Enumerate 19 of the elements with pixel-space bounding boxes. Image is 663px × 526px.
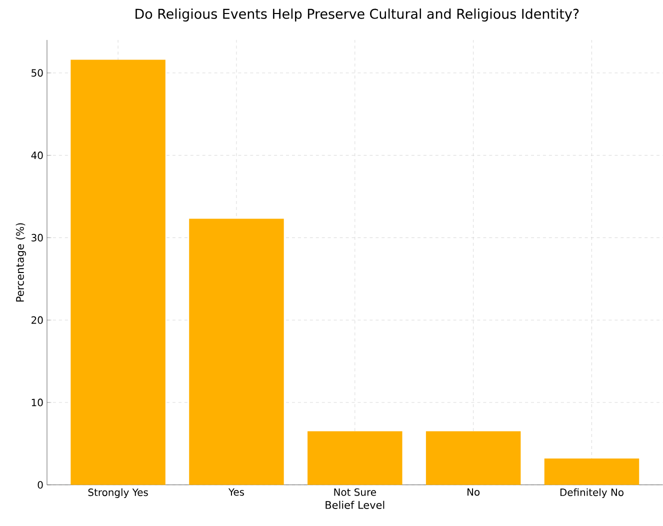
bar bbox=[544, 458, 640, 485]
y-tick-label: 50 bbox=[32, 69, 43, 77]
x-tick-label: Strongly Yes bbox=[88, 488, 148, 498]
x-tick-label: No bbox=[468, 488, 480, 496]
y-tick-label: 30 bbox=[32, 234, 43, 242]
bar bbox=[308, 431, 402, 485]
chart-title: Do Religious Events Help Preserve Cultural and Religious Identity? bbox=[136, 8, 579, 22]
x-tick-label: Yes bbox=[228, 488, 244, 496]
x-tick-label: Not Sure bbox=[334, 488, 376, 496]
y-tick-label: 0 bbox=[38, 481, 43, 489]
y-axis-title: Percentage (%) bbox=[16, 223, 26, 302]
bar bbox=[189, 218, 284, 485]
bar bbox=[426, 431, 521, 485]
x-axis-title: Belief Level bbox=[326, 500, 384, 510]
y-tick-label: 40 bbox=[31, 152, 43, 160]
y-tick-label: 20 bbox=[32, 316, 43, 324]
bar bbox=[70, 60, 166, 485]
y-tick-label: 10 bbox=[32, 398, 43, 406]
x-tick-label: Definitely No bbox=[560, 488, 624, 498]
